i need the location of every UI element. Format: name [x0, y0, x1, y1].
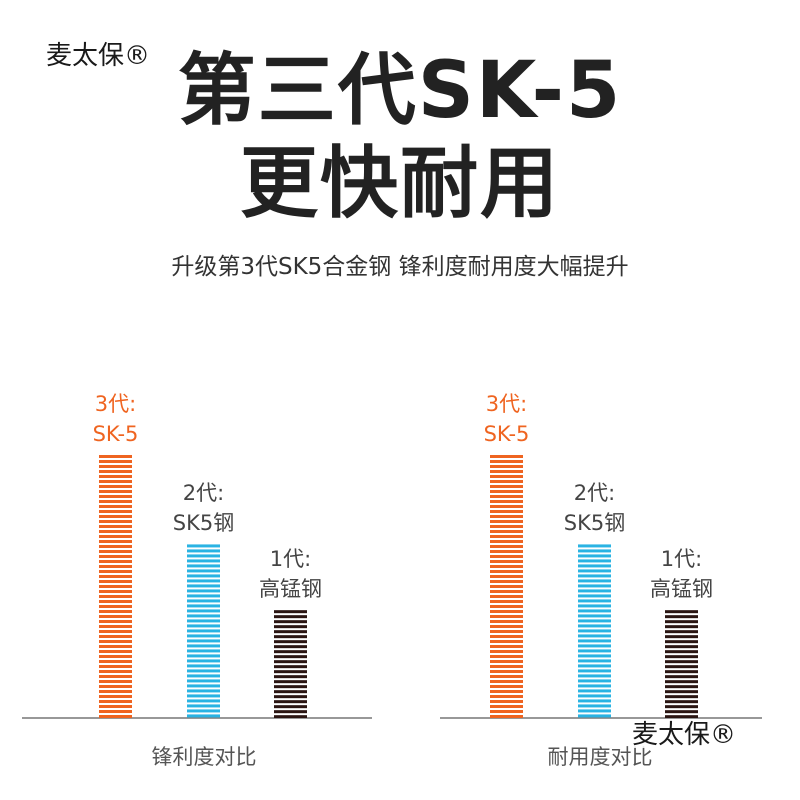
bar-label: 1代: 高锰钢	[241, 544, 341, 604]
bar-label-line1: 1代:	[269, 547, 312, 572]
bar-durability-3	[665, 610, 698, 718]
bar-label-line2: 高锰钢	[650, 577, 713, 602]
title-line-2: 更快耐用	[239, 139, 560, 229]
bar-sharpness-2	[187, 544, 220, 718]
bar-label: 3代: SK-5	[66, 389, 166, 449]
bar-label-line1: 2代:	[573, 481, 616, 506]
bar-label-line1: 1代:	[660, 547, 703, 572]
bar-label-line2: SK5钢	[172, 511, 235, 536]
bar-label-line1: 2代:	[182, 481, 225, 506]
bar-label: 1代: 高锰钢	[632, 544, 732, 604]
subtitle: 升级第3代SK5合金钢 锋利度耐用度大幅提升	[171, 254, 629, 280]
brand-watermark-bottom: 麦太保®	[632, 720, 737, 750]
bar-label-line2: 高锰钢	[259, 577, 322, 602]
chart-caption-sharpness: 锋利度对比	[151, 745, 257, 769]
bar-label-line1: 3代:	[485, 392, 528, 416]
brand-watermark-top: 麦太保®	[46, 41, 151, 71]
bar-label: 2代: SK5钢	[545, 478, 645, 538]
bar-label-line1: 3代:	[94, 392, 137, 416]
bar-durability-2	[578, 544, 611, 718]
bar-durability-1	[490, 455, 523, 718]
bar-label-line2: SK5钢	[563, 511, 626, 536]
bar-sharpness-1	[99, 455, 132, 718]
bar-label-line2: SK-5	[483, 422, 530, 446]
bar-label: 2代: SK5钢	[154, 478, 254, 538]
title-line-1: 第三代SK-5	[177, 46, 623, 136]
bar-label: 3代: SK-5	[457, 389, 557, 449]
bar-label-line2: SK-5	[92, 422, 139, 446]
bar-sharpness-3	[274, 610, 307, 718]
chart-caption-durability: 耐用度对比	[547, 745, 653, 769]
